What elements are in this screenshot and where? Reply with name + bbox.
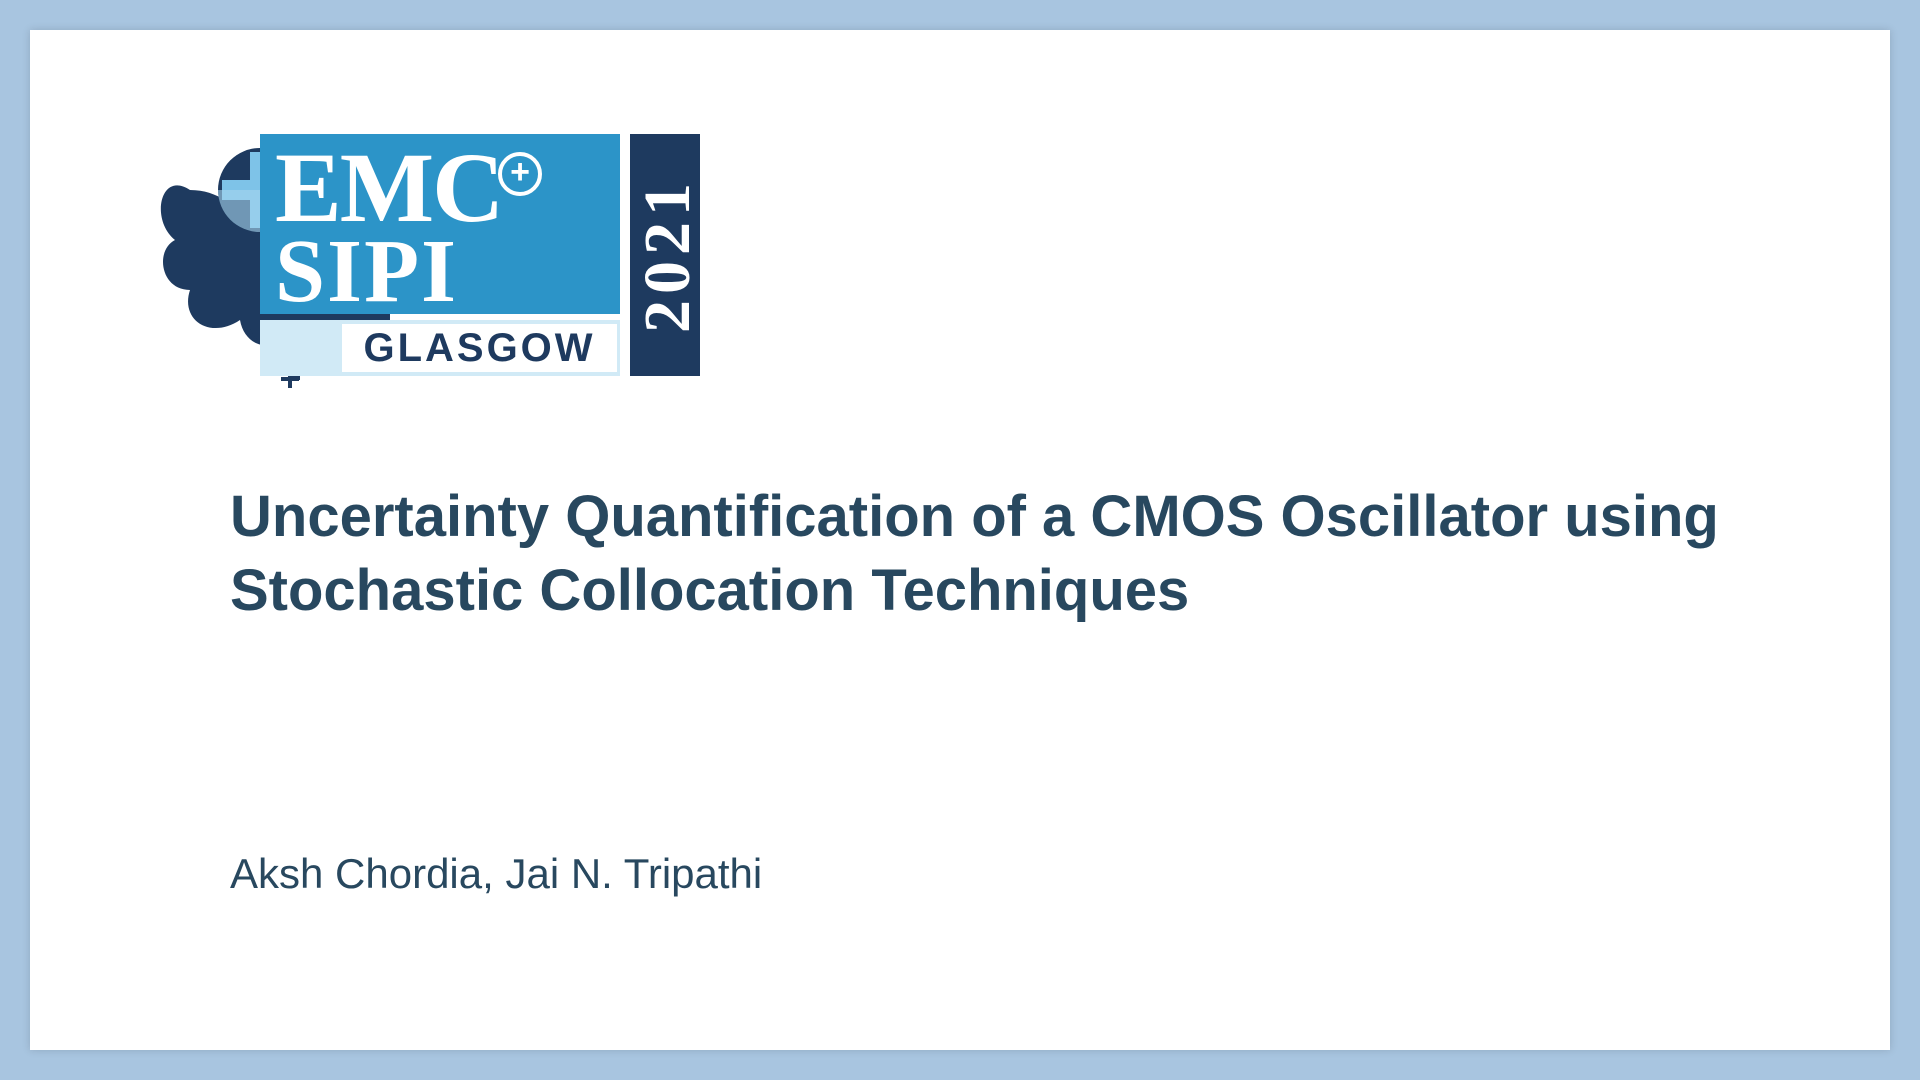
logo-year: 2021 bbox=[630, 134, 700, 376]
logo-city: GLASGOW bbox=[342, 324, 617, 372]
conference-logo: EMC + SIPI 2021 GLASGOW bbox=[160, 130, 780, 400]
logo-plus-icon: + bbox=[498, 152, 542, 196]
presentation-authors: Aksh Chordia, Jai N. Tripathi bbox=[230, 850, 762, 898]
logo-line2: SIPI bbox=[275, 220, 458, 323]
presentation-title: Uncertainty Quantification of a CMOS Osc… bbox=[230, 480, 1730, 628]
slide: EMC + SIPI 2021 GLASGOW Uncertainty Quan… bbox=[30, 30, 1890, 1050]
